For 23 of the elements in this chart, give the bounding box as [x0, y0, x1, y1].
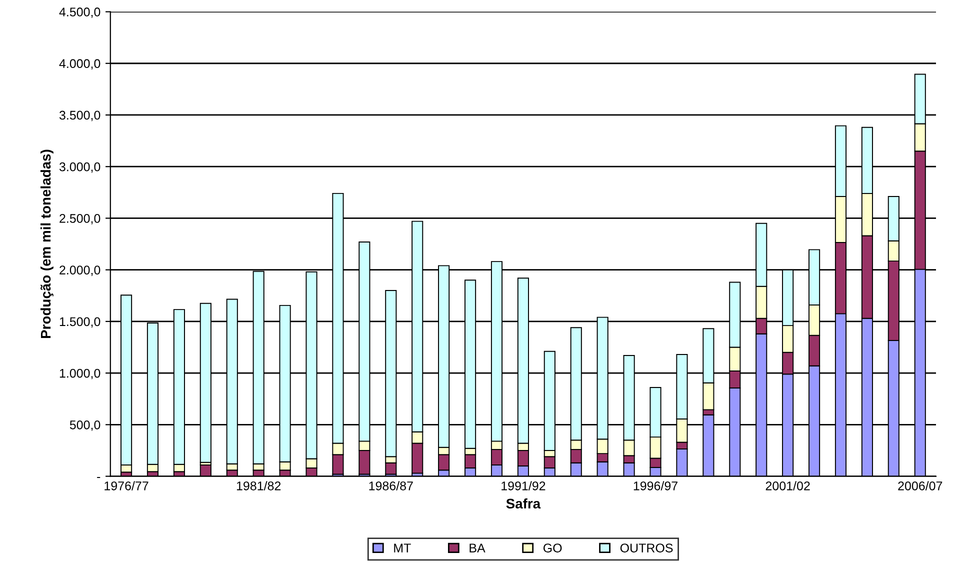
x-tick-label: 1996/97 [634, 481, 678, 490]
x-tick-label: 1986/87 [369, 481, 413, 490]
legend-label: MT [394, 544, 411, 552]
y-tick-label: 4.000,0 [59, 59, 100, 70]
x-axis-title: Safra [506, 498, 541, 509]
legend-label: GO [543, 544, 562, 552]
y-tick-label: 2.500,0 [60, 214, 100, 224]
x-tick-label: 2006/07 [898, 481, 942, 490]
y-tick-label: 500,0 [70, 420, 100, 431]
legend-label: BA [470, 544, 486, 552]
y-tick-label: 3.500,0 [59, 110, 100, 122]
x-tick-label: 1981/82 [236, 481, 281, 490]
y-tick-label: 1.500,0 [60, 317, 100, 328]
x-tick-label: 1991/92 [502, 481, 546, 490]
y-tick-label: - [97, 477, 100, 478]
legend-label: OUTROS [620, 544, 673, 552]
y-tick-label: 1.000,0 [60, 368, 100, 380]
y-tick-label: 4.500,0 [59, 8, 100, 18]
y-tick-label: 3.000,0 [59, 162, 100, 173]
x-tick-label: 1976/77 [104, 481, 148, 490]
x-tick-label: 2001/02 [766, 481, 810, 490]
y-axis-title: Produção (em mil toneladas) [40, 150, 54, 338]
y-tick-label: 2.000,0 [60, 266, 100, 276]
